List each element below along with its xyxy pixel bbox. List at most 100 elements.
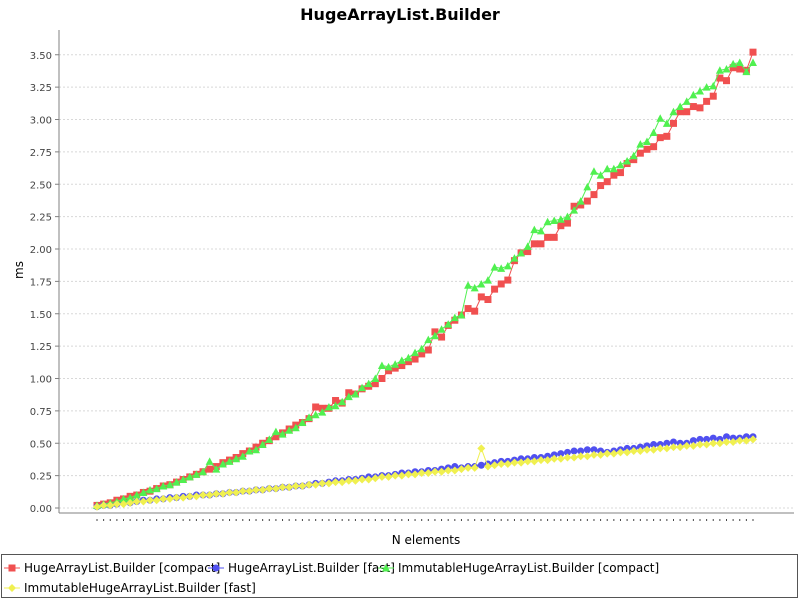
data-point	[119, 494, 128, 503]
data-point	[265, 435, 274, 443]
data-point	[418, 350, 426, 358]
data-point	[464, 281, 473, 289]
data-point	[338, 478, 347, 487]
data-point	[483, 462, 492, 471]
data-point	[689, 103, 697, 111]
data-point	[391, 360, 400, 368]
data-point	[662, 444, 671, 453]
data-point	[438, 333, 446, 341]
data-point	[165, 480, 174, 489]
data-point	[245, 487, 254, 496]
data-point	[550, 454, 559, 463]
data-point	[650, 441, 658, 449]
data-point	[179, 493, 188, 502]
data-point	[351, 476, 360, 485]
data-point	[305, 480, 314, 489]
data-point	[603, 164, 612, 173]
data-point	[238, 487, 247, 496]
data-point	[623, 448, 632, 457]
data-point	[378, 375, 386, 382]
data-point	[232, 454, 241, 463]
data-point	[524, 248, 532, 256]
series-3	[93, 58, 757, 509]
data-point	[636, 447, 645, 456]
data-point	[245, 447, 254, 455]
data-point	[358, 475, 367, 484]
data-point	[709, 92, 717, 100]
data-point	[656, 134, 664, 142]
data-point	[417, 344, 426, 353]
data-point	[669, 438, 677, 446]
y-tick-label: 1.50	[30, 310, 52, 321]
data-point	[139, 497, 148, 506]
data-point	[159, 494, 168, 503]
data-point	[676, 443, 685, 452]
data-point	[192, 470, 201, 478]
data-point	[636, 140, 645, 148]
data-point	[616, 169, 624, 177]
data-point	[238, 452, 247, 460]
data-point	[437, 325, 446, 333]
data-point	[305, 413, 314, 421]
y-tick-label: 2.50	[30, 180, 52, 191]
data-point	[570, 453, 579, 462]
data-point	[159, 481, 168, 490]
data-point	[570, 206, 579, 214]
legend-item: HugeArrayList.Builder [fast]	[208, 559, 395, 577]
data-point	[404, 470, 413, 479]
data-point	[318, 408, 327, 416]
data-point	[563, 453, 572, 462]
data-point	[206, 465, 214, 473]
data-point	[179, 475, 188, 484]
data-point	[583, 452, 592, 461]
data-point	[537, 240, 545, 248]
data-point	[146, 496, 155, 505]
data-point	[225, 488, 234, 497]
data-point	[126, 493, 135, 502]
data-point	[523, 242, 532, 250]
data-point	[682, 97, 691, 105]
data-point	[450, 466, 459, 475]
data-point	[530, 225, 539, 234]
data-point	[689, 437, 697, 445]
y-tick-label: 1.25	[30, 342, 52, 353]
data-point	[384, 362, 393, 371]
data-point	[715, 439, 724, 448]
data-point	[577, 447, 585, 455]
data-point	[563, 219, 571, 227]
data-point	[470, 463, 479, 472]
data-point	[218, 459, 227, 468]
data-point	[597, 182, 605, 190]
series-layer	[93, 48, 757, 511]
data-point	[298, 481, 307, 490]
legend-item: HugeArrayList.Builder [compact]	[4, 559, 220, 577]
data-point	[543, 456, 552, 465]
data-point	[523, 457, 532, 466]
data-point	[212, 465, 221, 473]
chart-title: HugeArrayList.Builder	[300, 5, 500, 24]
data-point	[497, 459, 506, 468]
data-point	[649, 445, 658, 454]
data-point	[662, 119, 671, 127]
data-point	[742, 67, 751, 76]
data-point	[192, 492, 201, 501]
data-point	[411, 355, 419, 363]
data-point	[358, 383, 367, 392]
data-point	[556, 454, 565, 463]
data-point	[146, 485, 155, 494]
data-point	[185, 492, 194, 501]
data-point	[483, 276, 492, 284]
y-tick-label: 1.00	[30, 375, 52, 386]
data-point	[749, 48, 757, 56]
data-point	[583, 182, 592, 191]
data-point	[576, 452, 585, 461]
data-point	[649, 128, 658, 136]
data-point	[663, 132, 671, 140]
data-point	[576, 197, 585, 205]
y-tick-label: 2.25	[30, 213, 52, 224]
data-point	[272, 433, 280, 441]
data-point	[152, 496, 161, 505]
plot-area	[59, 30, 794, 513]
data-point	[311, 410, 320, 419]
y-tick-label: 0.25	[30, 472, 52, 483]
